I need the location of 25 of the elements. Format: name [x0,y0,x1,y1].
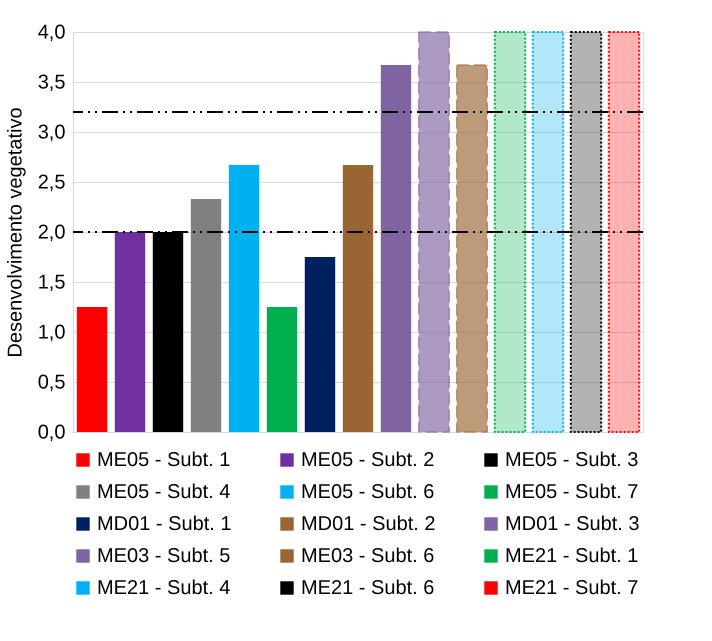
y-axis-title: Desenvolvimento vegetativo [4,107,27,358]
legend-label: ME21 - Subt. 4 [97,577,230,599]
legend-label: MD01 - Subt. 3 [505,513,640,535]
y-tick-label: 0,0 [38,422,66,444]
legend-label: ME05 - Subt. 7 [505,481,638,503]
legend-label: ME21 - Subt. 7 [505,577,638,599]
legend-label: MD01 - Subt. 1 [97,513,232,535]
y-tick-label: 1,5 [38,272,66,294]
legend-label: ME05 - Subt. 2 [301,449,434,471]
legend-label: ME03 - Subt. 5 [97,545,230,567]
legend-label: ME03 - Subt. 6 [301,545,434,567]
legend-label: ME05 - Subt. 3 [505,449,638,471]
y-tick-label: 0,5 [38,372,66,394]
legend-label: ME05 - Subt. 1 [97,449,230,471]
y-tick-label: 2,5 [38,172,66,194]
legend-label: ME05 - Subt. 6 [301,481,434,503]
y-tick-label: 2,0 [38,222,66,244]
y-tick-label: 3,0 [38,122,66,144]
y-tick-label: 3,5 [38,72,66,94]
y-tick-label: 1,0 [38,322,66,344]
legend-label: ME05 - Subt. 4 [97,481,230,503]
legend-label: ME21 - Subt. 6 [301,577,434,599]
legend-label: ME21 - Subt. 1 [505,545,638,567]
legend-label: MD01 - Subt. 2 [301,513,436,535]
y-tick-label: 4,0 [38,22,66,44]
